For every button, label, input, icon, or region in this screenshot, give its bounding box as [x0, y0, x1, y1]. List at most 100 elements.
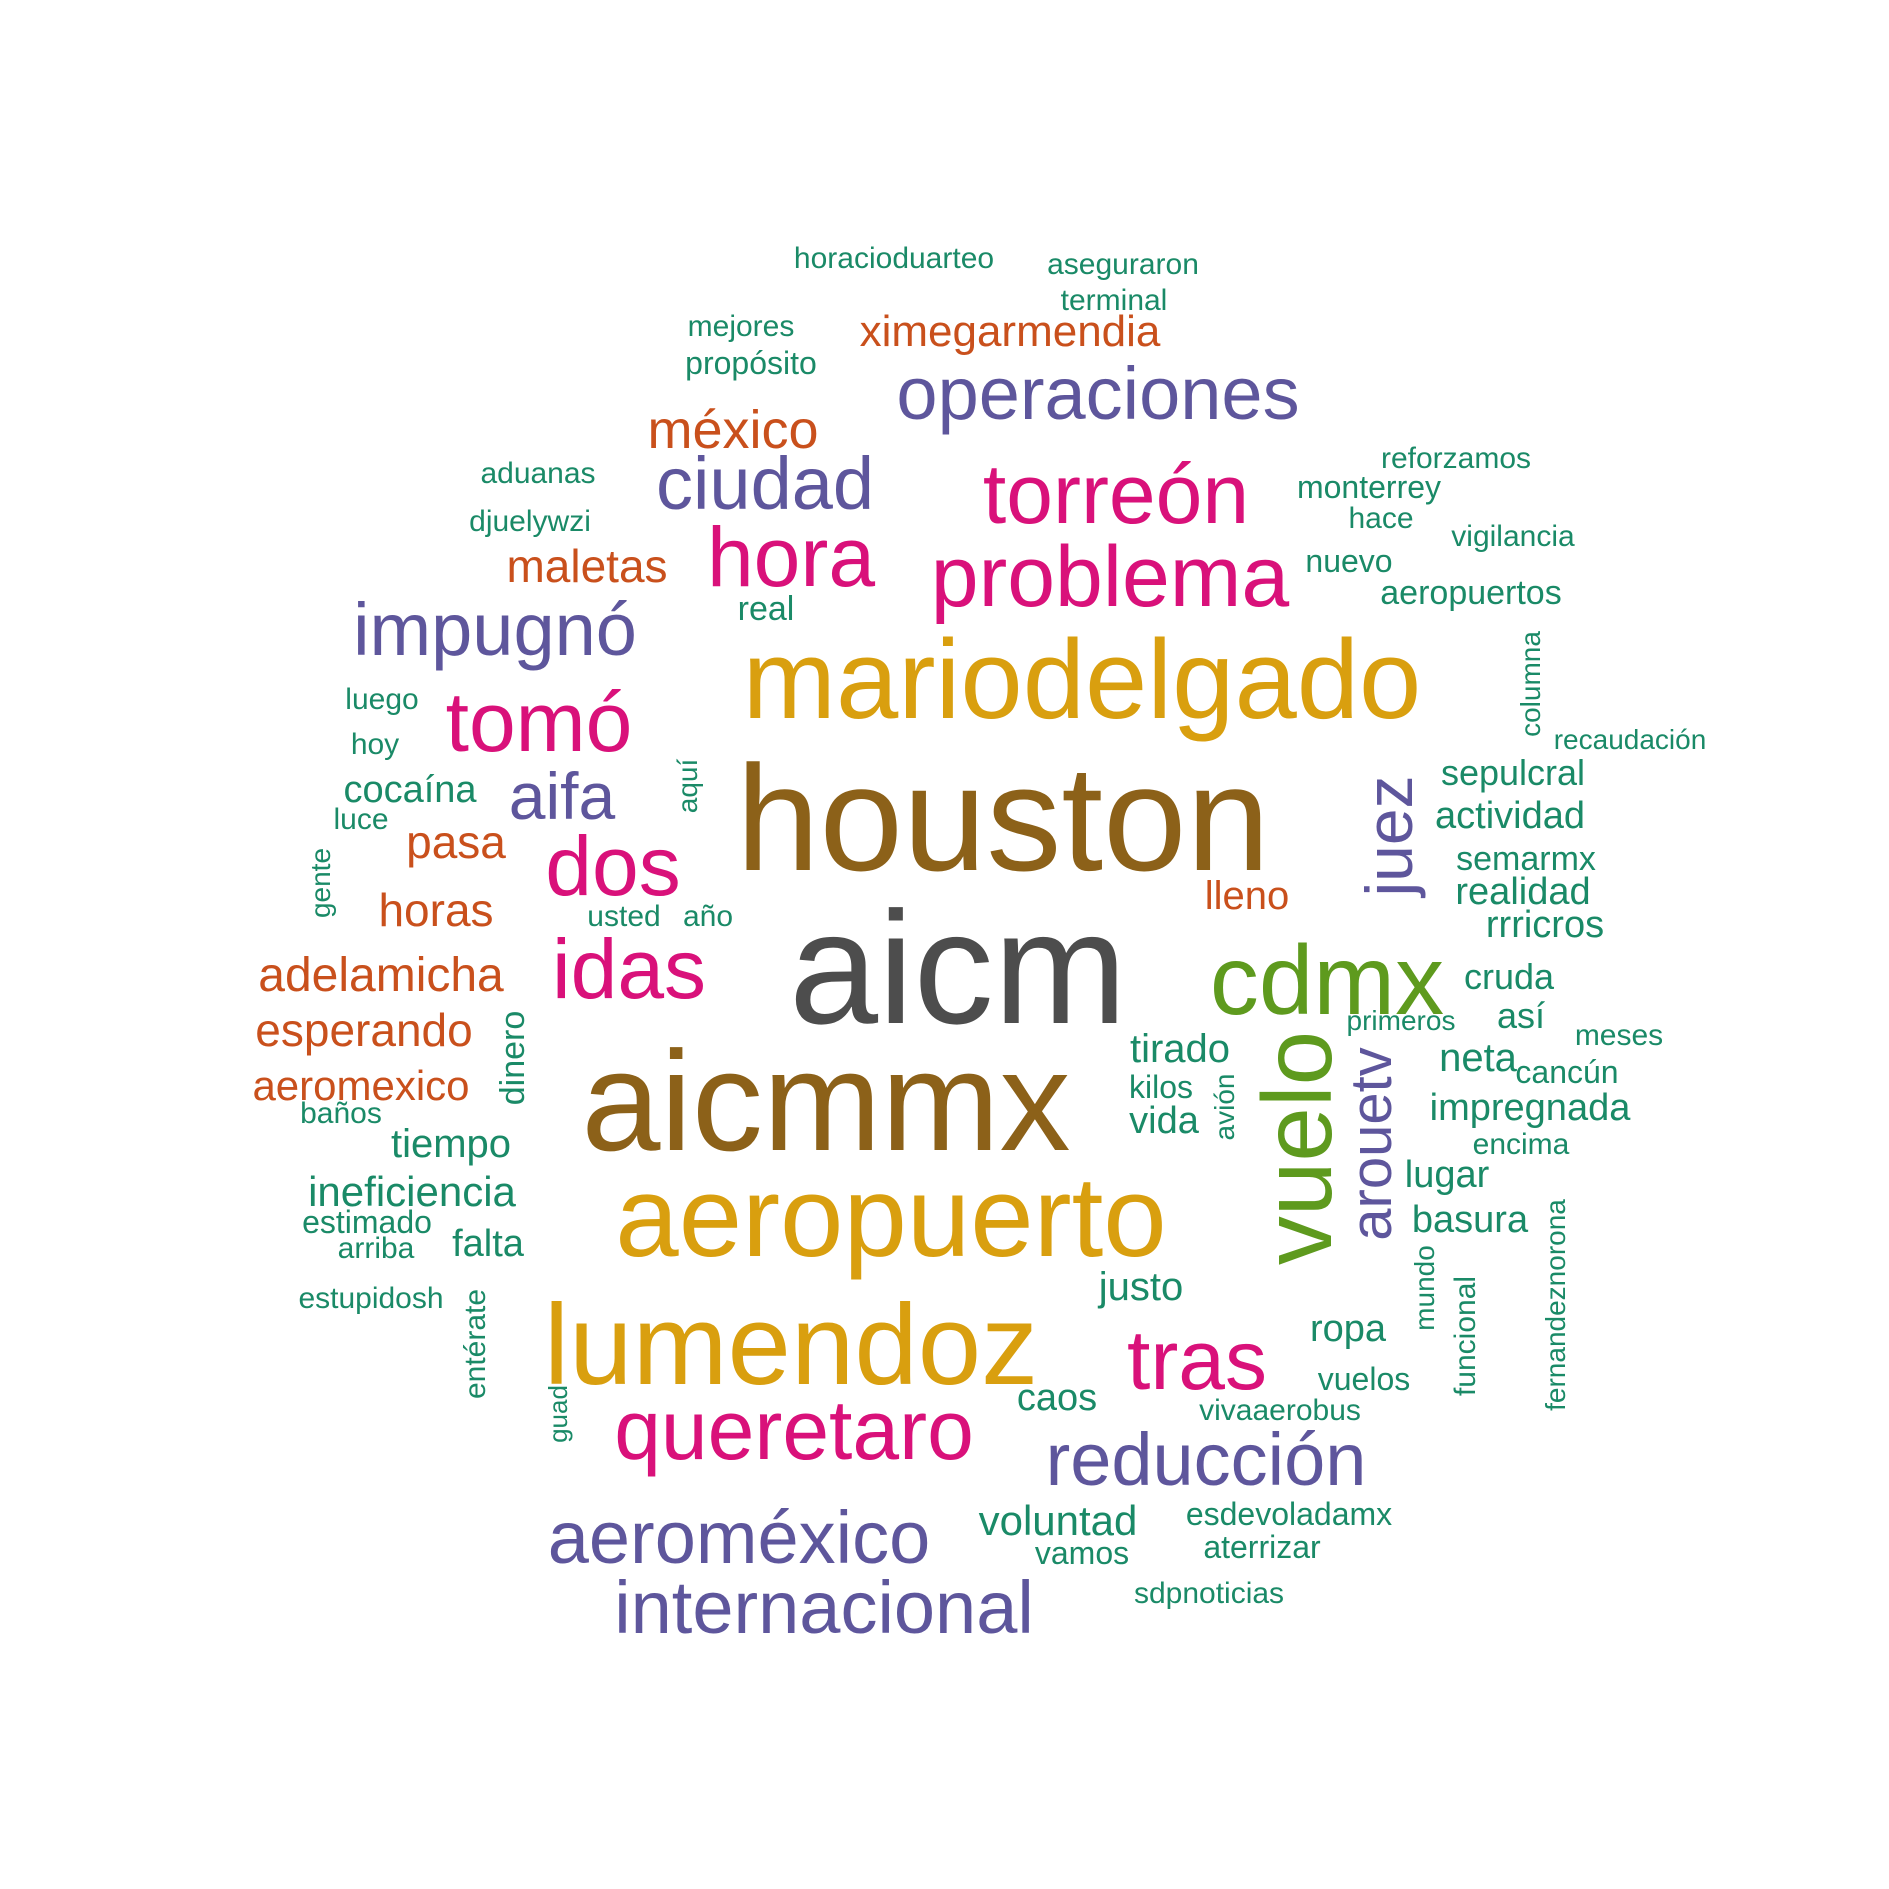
word-meses: meses: [1574, 1019, 1664, 1052]
word-fernandeznorona: fernandeznorona: [1540, 1199, 1571, 1411]
word-reducción: reducción: [1045, 1418, 1367, 1501]
word-estimado: estimado: [302, 1204, 432, 1240]
word-basura: basura: [1411, 1199, 1529, 1241]
word-ineficiencia: ineficiencia: [308, 1168, 516, 1215]
word-real: real: [737, 590, 795, 628]
word-entérate: entérate: [459, 1288, 492, 1400]
word-houston: houston: [736, 734, 1270, 902]
word-dos: dos: [545, 819, 681, 913]
word-propósito: propósito: [685, 345, 817, 381]
word-djuelywzi: djuelywzi: [469, 505, 591, 538]
word-cancún: cancún: [1515, 1054, 1619, 1090]
word-esdevoladamx: esdevoladamx: [1185, 1496, 1393, 1532]
word-ropa: ropa: [1309, 1308, 1387, 1350]
word-aeroméxico: aeroméxico: [547, 1496, 931, 1579]
word-caos: caos: [1016, 1377, 1098, 1419]
word-ximegarmendia: ximegarmendia: [859, 307, 1161, 356]
word-impregnada: impregnada: [1429, 1087, 1631, 1129]
word-hora: hora: [706, 510, 876, 604]
word-aicmmx: aicmmx: [581, 1022, 1071, 1181]
word-baños: baños: [300, 1097, 382, 1130]
word-esperando: esperando: [255, 1004, 473, 1056]
word-vuelos: vuelos: [1317, 1361, 1411, 1397]
word-aterrizar: aterrizar: [1203, 1529, 1321, 1565]
word-mundo: mundo: [1409, 1245, 1440, 1331]
word-usted: usted: [587, 900, 661, 933]
word-falta: falta: [452, 1223, 524, 1265]
word-encima: encima: [1472, 1128, 1570, 1161]
word-tras: tras: [1126, 1313, 1268, 1407]
word-sdpnoticias: sdpnoticias: [1133, 1577, 1285, 1610]
word-pasa: pasa: [406, 816, 506, 868]
word-mariodelgado: mariodelgado: [742, 617, 1422, 742]
word-internacional: internacional: [614, 1566, 1034, 1649]
word-primeros: primeros: [1346, 1005, 1456, 1036]
word-juez: juez: [1352, 775, 1426, 897]
word-horacioduarteo: horacioduarteo: [793, 242, 995, 275]
word-sepulcral: sepulcral: [1440, 752, 1586, 793]
word-voluntad: voluntad: [978, 1497, 1138, 1544]
word-tomó: tomó: [445, 675, 633, 769]
word-lumendoz: lumendoz: [543, 1282, 1039, 1409]
word-vigilancia: vigilancia: [1451, 520, 1575, 553]
word-semarmx: semarmx: [1456, 840, 1596, 878]
word-cdmx: cdmx: [1209, 925, 1445, 1035]
word-problema: problema: [930, 529, 1290, 625]
word-reforzamos: reforzamos: [1380, 442, 1532, 475]
word-dinero: dinero: [494, 1010, 532, 1106]
word-recaudación: recaudación: [1553, 724, 1707, 755]
word-tiempo: tiempo: [390, 1122, 512, 1166]
word-año: año: [682, 900, 734, 933]
word-aifa: aifa: [508, 759, 616, 833]
word-luego: luego: [345, 683, 419, 716]
word-gente: gente: [305, 847, 336, 919]
word-justo: justo: [1098, 1265, 1184, 1309]
word-estupidosh: estupidosh: [298, 1282, 444, 1315]
word-nuevo: nuevo: [1305, 543, 1393, 579]
word-operaciones: operaciones: [896, 352, 1300, 435]
word-arriba: arriba: [337, 1232, 415, 1265]
word-idas: idas: [551, 922, 707, 1016]
word-cocaína: cocaína: [343, 769, 477, 811]
word-lugar: lugar: [1404, 1154, 1490, 1196]
word-vivaaerobus: vivaaerobus: [1199, 1394, 1361, 1427]
word-aeropuertos: aeropuertos: [1380, 574, 1562, 612]
word-neta: neta: [1439, 1036, 1517, 1080]
word-arouetv: arouetv: [1339, 1047, 1404, 1241]
word-maletas: maletas: [506, 540, 668, 592]
word-ciudad: ciudad: [655, 442, 875, 525]
word-funcional: funcional: [1449, 1275, 1482, 1397]
word-tirado: tirado: [1129, 1027, 1231, 1071]
word-aduanas: aduanas: [480, 457, 596, 490]
word-torreón: torreón: [982, 447, 1250, 541]
word-vuelo: vuelo: [1242, 1030, 1352, 1266]
word-lleno: lleno: [1204, 874, 1290, 918]
word-actividad: actividad: [1435, 795, 1585, 837]
word-luce: luce: [333, 803, 389, 836]
word-realidad: realidad: [1455, 871, 1591, 913]
word-vida: vida: [1129, 1100, 1199, 1142]
word-terminal: terminal: [1060, 284, 1168, 317]
word-aicm: aicm: [789, 878, 1127, 1057]
word-aseguraron: aseguraron: [1047, 248, 1199, 281]
word-queretaro: queretaro: [614, 1383, 974, 1477]
word-kilos: kilos: [1128, 1069, 1194, 1105]
word-rrricros: rrricros: [1485, 904, 1605, 946]
word-horas: horas: [378, 884, 494, 936]
word-columna: columna: [1515, 631, 1546, 737]
word-impugnó: impugnó: [353, 588, 637, 671]
word-méxico: méxico: [647, 400, 819, 460]
word-guad: guad: [543, 1385, 573, 1443]
word-aeromexico: aeromexico: [252, 1062, 470, 1109]
word-cruda: cruda: [1463, 956, 1555, 997]
word-hace: hace: [1348, 502, 1414, 535]
word-aeropuerto: aeropuerto: [615, 1154, 1167, 1281]
word-adelamicha: adelamicha: [258, 949, 504, 1002]
word-avión: avión: [1209, 1073, 1240, 1141]
word-monterrey: monterrey: [1296, 469, 1442, 505]
word-hoy: hoy: [350, 728, 400, 761]
word-así: así: [1496, 995, 1546, 1036]
word-vamos: vamos: [1034, 1535, 1130, 1571]
word-mejores: mejores: [687, 310, 795, 343]
